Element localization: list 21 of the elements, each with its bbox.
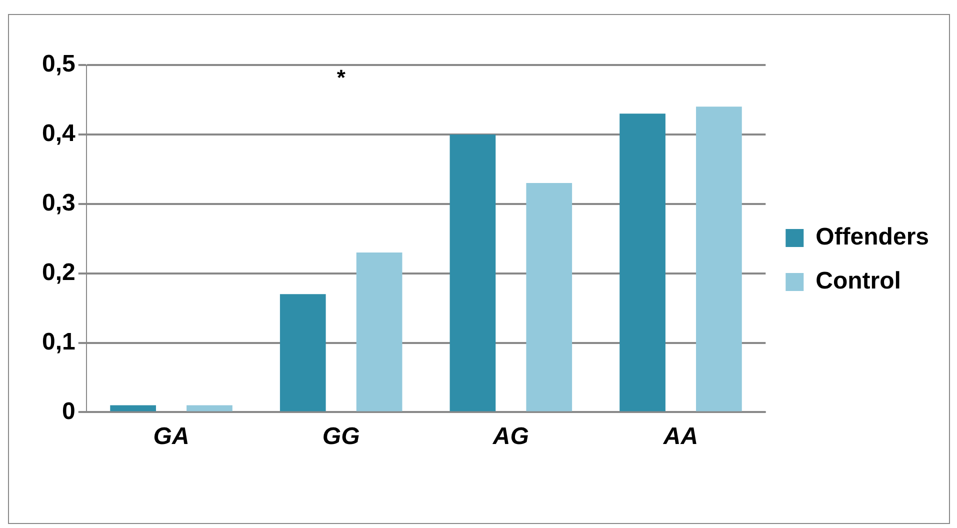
y-tick-label: 0,4 <box>42 120 76 148</box>
x-tick-label: AA <box>662 423 698 450</box>
legend-label: Offenders <box>816 224 930 251</box>
y-tick-label: 0,2 <box>42 258 76 286</box>
x-tick-label: GA <box>153 423 190 450</box>
y-tick-label: 0,5 <box>42 50 76 78</box>
bar <box>186 405 232 412</box>
bar <box>620 114 666 412</box>
x-tick-label: AG <box>492 423 529 450</box>
y-tick-label: 0,1 <box>42 328 76 356</box>
annotation: * <box>336 65 346 90</box>
y-tick-label: 0 <box>62 398 76 425</box>
legend-label: Control <box>816 268 901 295</box>
bar <box>696 106 742 412</box>
bar <box>450 134 496 412</box>
bar <box>526 183 572 412</box>
x-tick-label: GG <box>322 423 360 450</box>
y-tick-label: 0,3 <box>42 190 76 217</box>
bar <box>280 294 326 412</box>
bar <box>110 405 156 412</box>
bar <box>356 252 402 412</box>
